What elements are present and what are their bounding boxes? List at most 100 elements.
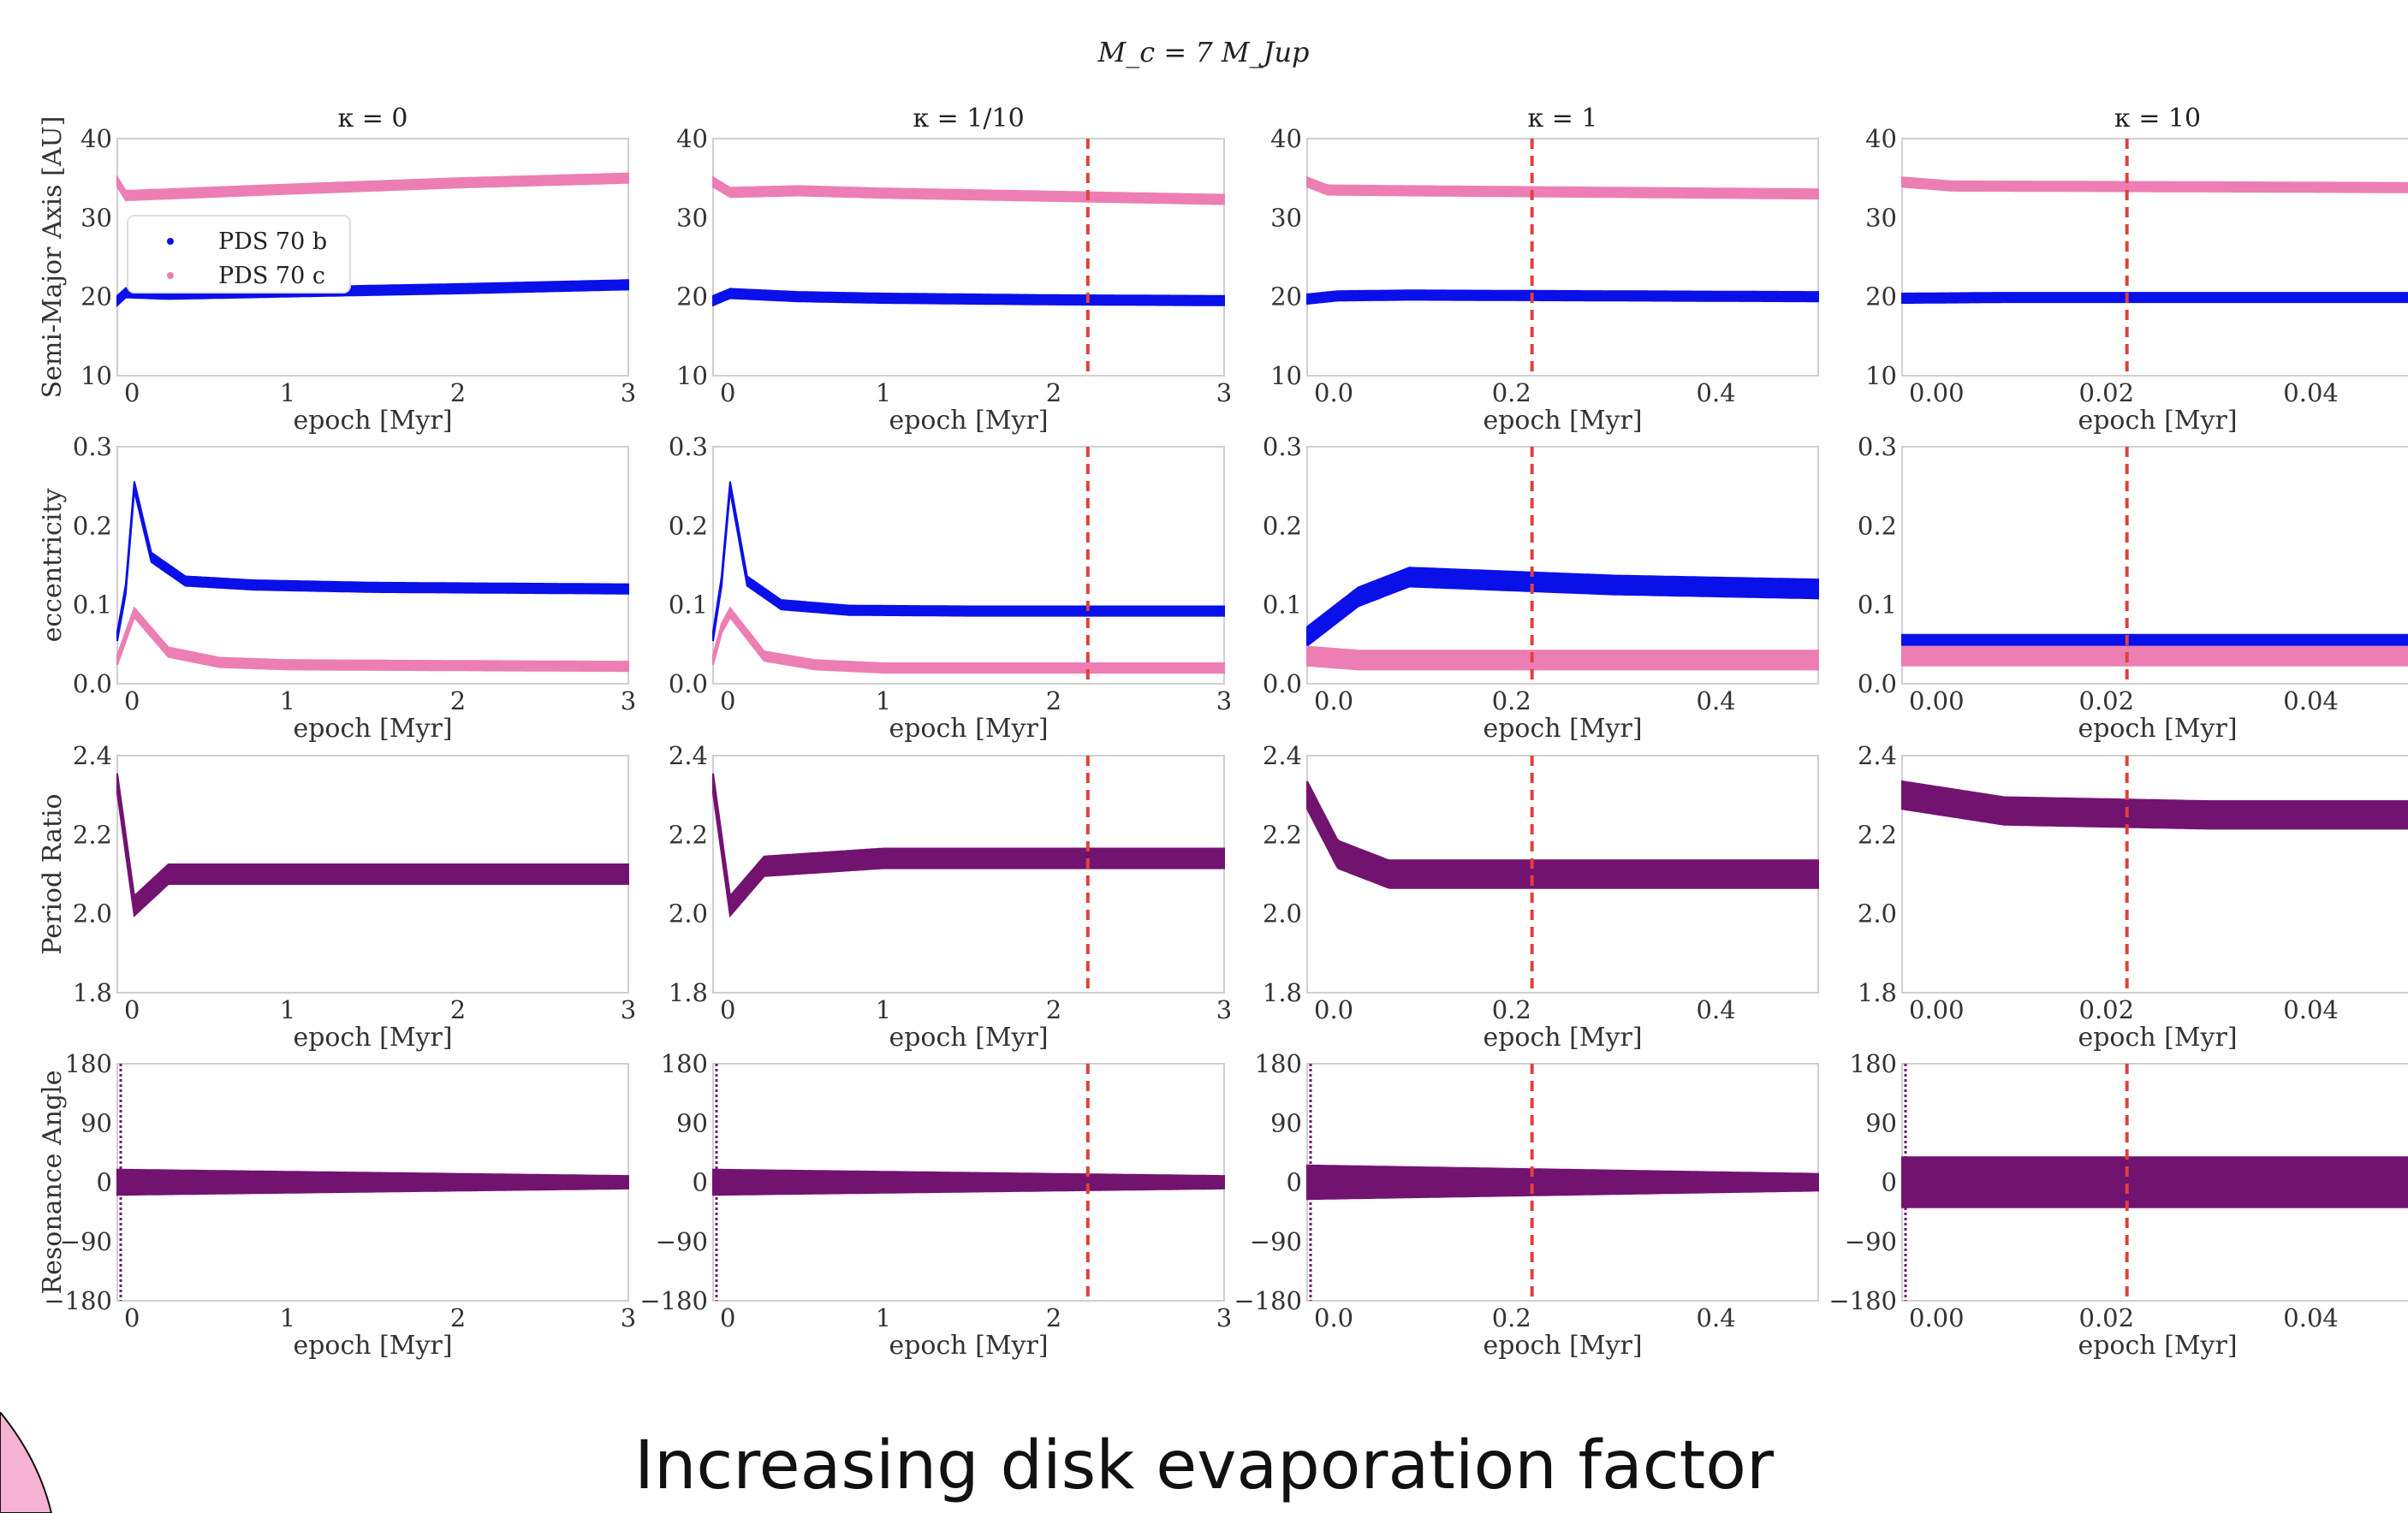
y-tick-label: −90 — [1250, 1227, 1302, 1256]
x-axis-label: epoch [Myr] — [2078, 406, 2237, 436]
y-tick-label: 0 — [1882, 1168, 1897, 1197]
x-tick-label: 2 — [1046, 686, 1061, 715]
y-tick-label: 20 — [1270, 282, 1302, 312]
x-axis-label: epoch [Myr] — [293, 1331, 452, 1361]
y-tick-label: 2.0 — [1858, 899, 1897, 929]
x-tick-label: 2 — [450, 378, 466, 407]
y-axis-label: Semi-Major Axis [AU] — [38, 116, 68, 399]
series-line — [1901, 296, 2408, 300]
panel: 0.00 0.02 0.04 1.8 2.0 2.2 2.4 epoch [Myr] — [1858, 741, 2408, 1053]
panel-frame — [712, 755, 1225, 994]
series-line — [1901, 794, 2408, 816]
series-band — [712, 481, 1225, 642]
y-tick-label: 2.0 — [1263, 899, 1302, 929]
series-band — [712, 288, 1225, 307]
y-tick-label: 40 — [1865, 124, 1897, 153]
column-title: κ = 1 — [1527, 104, 1597, 134]
y-tick-label: 0.2 — [1858, 511, 1897, 540]
x-tick-label: 1 — [280, 378, 295, 407]
series-line — [1306, 576, 1819, 638]
panel: 0 1 2 3 −180 −90 0 90 180 epoch [Myr] — [639, 1049, 1232, 1361]
y-tick-label: 2.2 — [669, 820, 708, 849]
panel: 0 1 2 3 10 20 30 40 epoch [Myr] — [676, 124, 1232, 436]
y-tick-label: 0.0 — [1858, 669, 1897, 698]
x-axis-label: epoch [Myr] — [2078, 1331, 2237, 1361]
series-band — [1901, 176, 2408, 193]
panel: 0 1 2 3 0.0 0.1 0.2 0.3 epoch [Myr] eccentricity — [38, 432, 636, 744]
y-tick-label: 2.4 — [669, 741, 708, 770]
x-tick-label: 3 — [1216, 1303, 1232, 1332]
panel: 0 1 2 3 1.8 2.0 2.2 2.4 epoch [Myr] Period Ratio — [38, 741, 636, 1053]
panel: 0.0 0.2 0.4 1.8 2.0 2.2 2.4 epoch [Myr] — [1263, 741, 1819, 1053]
panel: 0.0 0.2 0.4 0.0 0.1 0.2 0.3 epoch [Myr] — [1263, 432, 1819, 744]
x-tick-label: 3 — [1216, 686, 1232, 715]
x-tick-label: 0.0 — [1314, 995, 1353, 1024]
y-tick-label: 30 — [1865, 203, 1897, 232]
x-tick-label: 0.00 — [1909, 378, 1965, 407]
x-tick-label: 1 — [280, 1303, 295, 1332]
x-tick-label: 2 — [450, 995, 466, 1024]
x-tick-label: 0 — [124, 1303, 140, 1332]
x-tick-label: 0 — [720, 995, 735, 1024]
x-tick-label: 0.04 — [2283, 1303, 2339, 1332]
panel: 0.00 0.02 0.04 0.0 0.1 0.2 0.3 epoch [Myr] — [1858, 432, 2408, 744]
x-tick-label: 1 — [876, 378, 891, 407]
y-tick-label: 0 — [693, 1168, 708, 1197]
series-line — [712, 486, 1224, 637]
column-title: κ = 0 — [337, 104, 407, 134]
y-tick-label: 0.3 — [1858, 432, 1897, 461]
y-tick-label: 20 — [80, 282, 112, 312]
y-tick-label: 90 — [80, 1108, 112, 1137]
series-band — [1306, 289, 1819, 306]
y-tick-label: 10 — [1270, 361, 1302, 390]
y-tick-label: 2.2 — [1263, 820, 1302, 849]
x-tick-label: 0 — [720, 378, 735, 407]
y-tick-label: 30 — [1270, 203, 1302, 232]
x-tick-label: 1 — [876, 1303, 891, 1332]
x-axis-label: epoch [Myr] — [1483, 406, 1642, 436]
series-line — [1306, 655, 1818, 662]
x-tick-label: 0.4 — [1697, 686, 1736, 715]
y-tick-label: 0.3 — [73, 432, 112, 461]
x-tick-label: 0.0 — [1314, 378, 1353, 407]
x-tick-label: 0.02 — [2079, 686, 2135, 715]
y-tick-label: 90 — [1270, 1108, 1302, 1137]
series-line — [116, 177, 629, 197]
y-tick-label: 10 — [80, 361, 112, 390]
y-axis-label: Period Ratio — [38, 793, 68, 954]
y-tick-label: −180 — [639, 1286, 708, 1315]
y-tick-label: 20 — [1865, 282, 1897, 312]
y-tick-label: 0.2 — [1263, 511, 1302, 540]
x-tick-label: 0.2 — [1492, 686, 1531, 715]
y-tick-label: −90 — [656, 1227, 708, 1256]
panel: 0.00 0.02 0.04 10 20 30 40 epoch [Myr] — [1865, 124, 2408, 436]
y-tick-label: 40 — [80, 124, 112, 153]
column-title: κ = 10 — [2114, 104, 2201, 134]
y-tick-label: −90 — [1845, 1227, 1897, 1256]
series-line — [712, 181, 1225, 201]
y-tick-label: 0.0 — [73, 669, 112, 698]
x-tick-label: 3 — [621, 686, 636, 715]
y-tick-label: 2.4 — [1858, 741, 1897, 770]
y-tick-label: 0.0 — [1263, 669, 1302, 698]
x-tick-label: 2 — [1046, 1303, 1061, 1332]
x-tick-label: 0 — [124, 378, 140, 407]
panel: 0.0 0.2 0.4 −180 −90 0 90 180 epoch [Myr] — [1234, 1049, 1819, 1361]
panel-frame — [712, 446, 1225, 685]
y-tick-label: 0.2 — [669, 511, 708, 540]
panel: 0.0 0.2 0.4 10 20 30 40 epoch [Myr] — [1270, 124, 1819, 436]
x-axis-label: epoch [Myr] — [1483, 1331, 1642, 1361]
y-tick-label: 1.8 — [669, 978, 708, 1007]
figure-suptitle: M_c = 7 M_Jup — [1097, 36, 1309, 68]
column-title: κ = 1/10 — [913, 104, 1024, 134]
x-tick-label: 0.4 — [1697, 378, 1736, 407]
series-line — [712, 611, 1224, 669]
series-line — [712, 783, 1224, 908]
x-tick-label: 1 — [876, 686, 891, 715]
y-tick-label: 90 — [676, 1108, 708, 1137]
x-tick-label: 0.02 — [2079, 378, 2135, 407]
panel: 0 1 2 3 1.8 2.0 2.2 2.4 epoch [Myr] — [669, 741, 1232, 1053]
series-line — [116, 610, 629, 668]
y-tick-label: 2.2 — [1858, 820, 1897, 849]
y-tick-label: −90 — [60, 1227, 112, 1256]
